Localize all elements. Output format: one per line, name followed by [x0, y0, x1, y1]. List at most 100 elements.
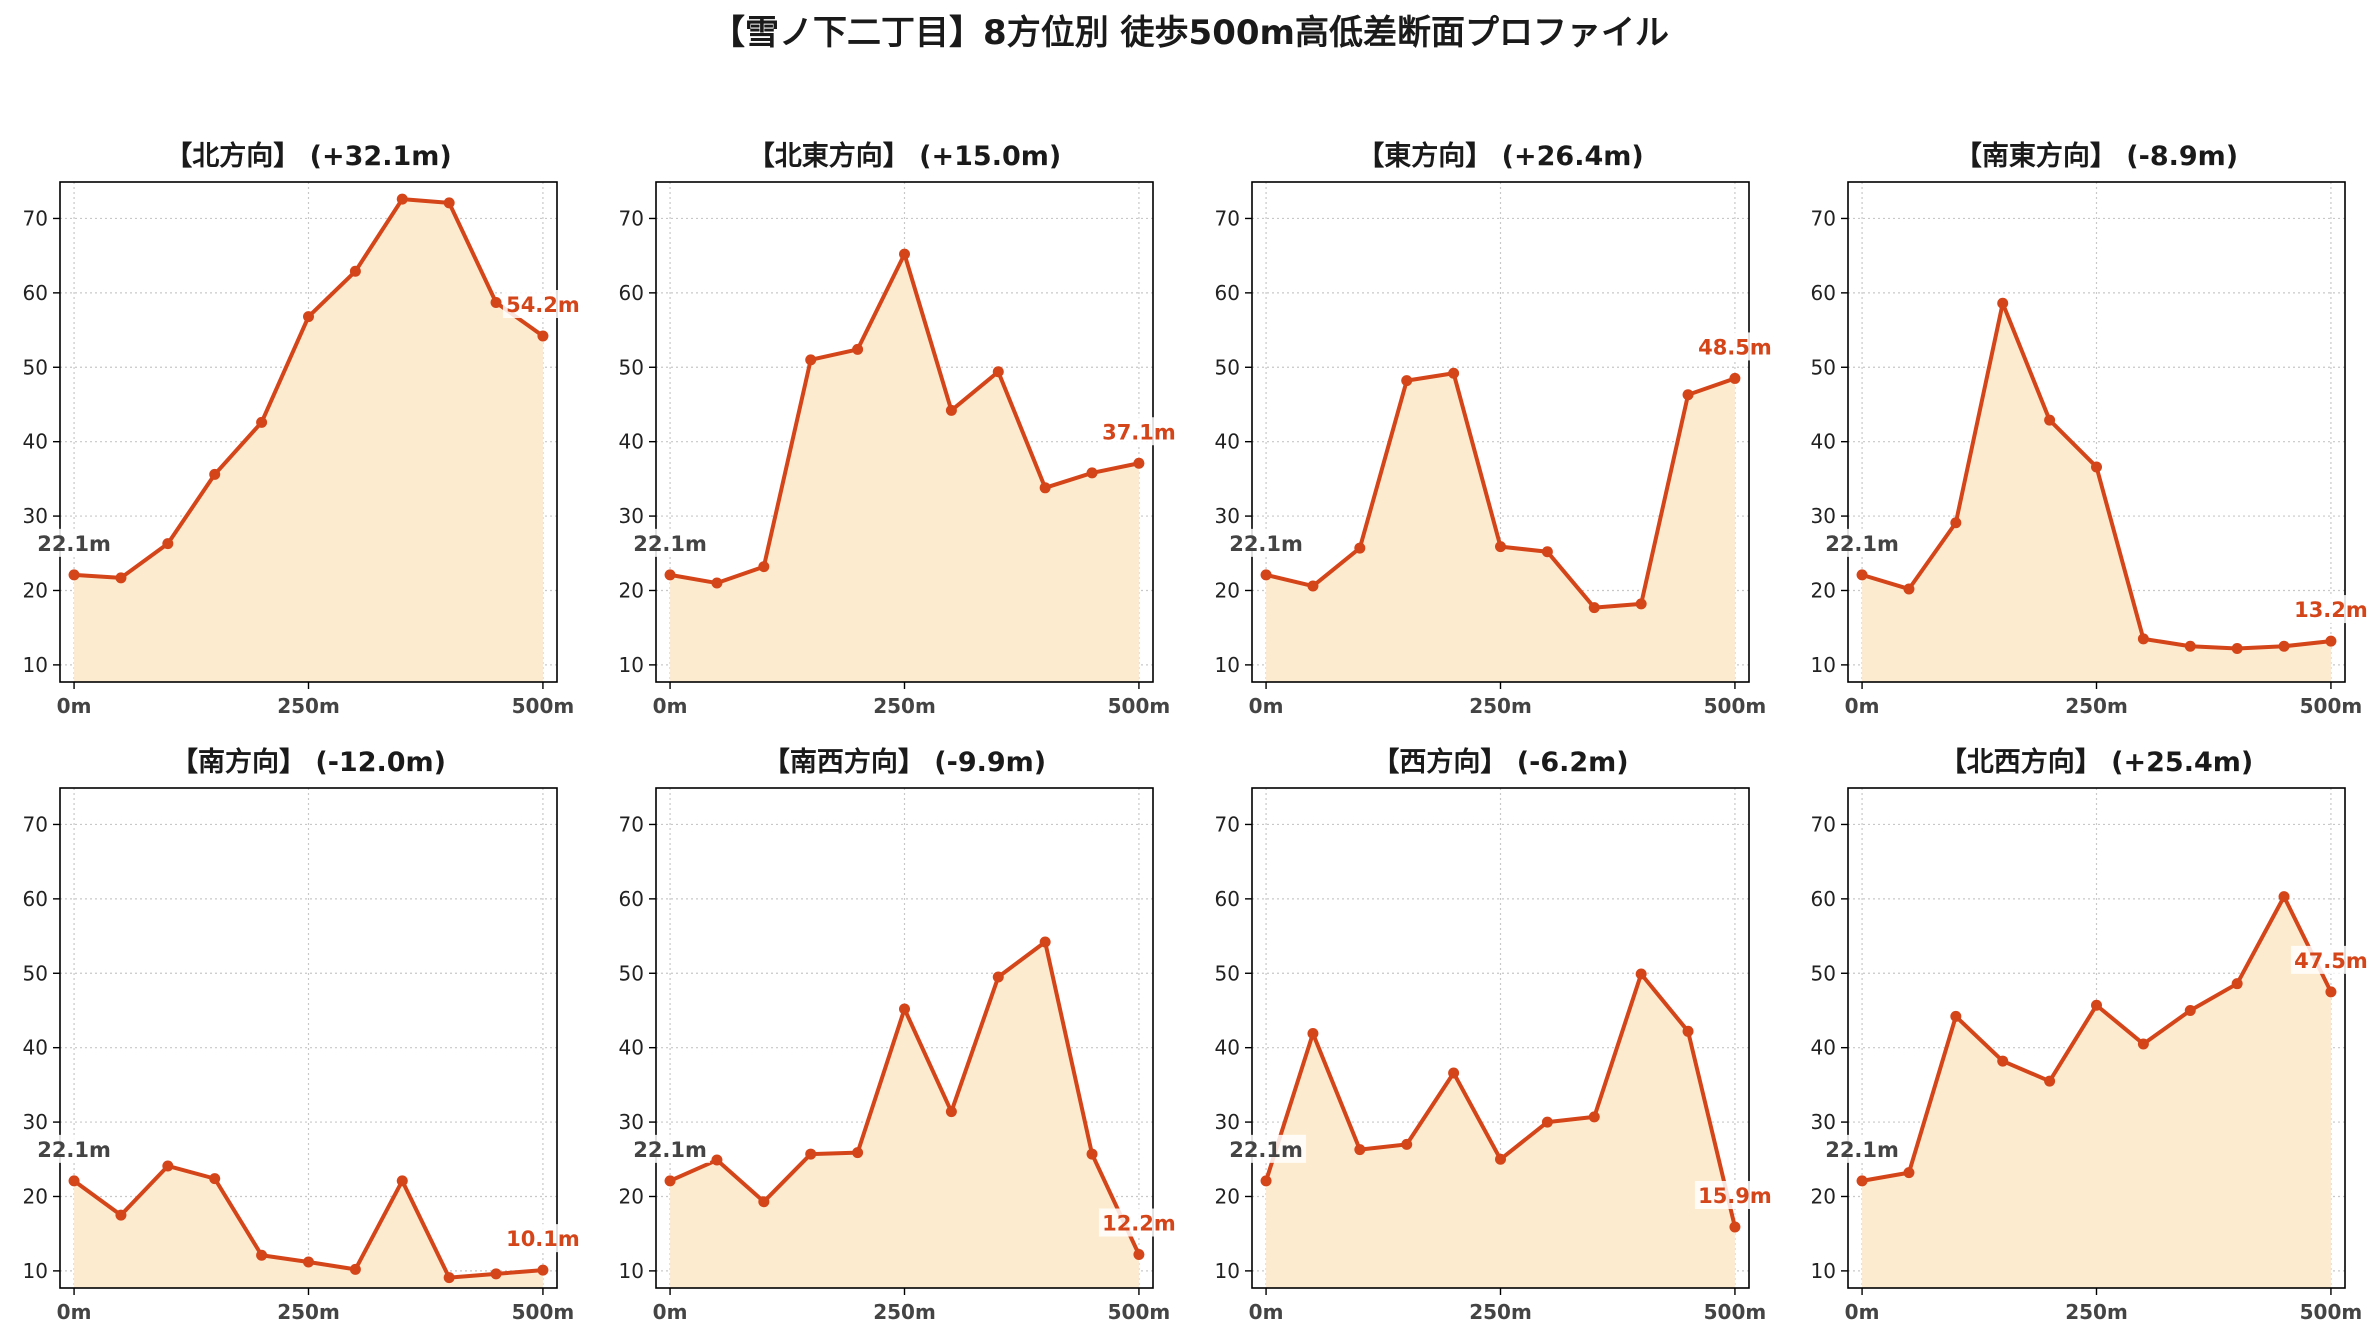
data-point: [2231, 978, 2243, 990]
end-label-box: [1694, 1180, 1775, 1209]
data-point: [1495, 541, 1506, 553]
y-tick-label: 30: [619, 504, 644, 528]
y-tick-label: 10: [619, 653, 644, 677]
data-point: [1635, 968, 1647, 980]
y-tick-label: 20: [1811, 1184, 1836, 1208]
data-point: [1039, 482, 1051, 494]
end-elevation-label: 47.5m: [2294, 949, 2368, 973]
y-tick-label: 30: [619, 1110, 644, 1134]
data-point: [1260, 1175, 1272, 1187]
subplot-2: 10 20 30 40 50 60 70 0m 250m 500m 【北東方向】 (+15.0m) 2…: [619, 140, 1179, 718]
start-elevation-label: 22.1m: [1825, 532, 1899, 556]
data-point: [490, 297, 502, 309]
start-elevation-label: 22.1m: [37, 1138, 111, 1162]
data-point: [664, 569, 676, 581]
start-label-box: [1226, 1134, 1307, 1163]
x-tick-label: 500m: [1704, 694, 1767, 718]
y-tick-label: 10: [1811, 653, 1836, 677]
subplot-7: 10 20 30 40 50 60 70 0m 250m 500m 【西方向】 (-6.2m) 22.…: [1215, 746, 1775, 1324]
data-point: [2325, 635, 2337, 647]
elevation-area: [1862, 303, 2331, 682]
y-tick-label: 20: [1215, 1184, 1240, 1208]
data-point: [1448, 367, 1460, 379]
start-elevation-label: 22.1m: [1825, 1138, 1899, 1162]
y-tick-label: 10: [1215, 653, 1240, 677]
y-tick-label: 20: [1811, 578, 1836, 602]
x-tick-label: 250m: [2065, 1300, 2128, 1324]
x-tick-label: 0m: [1249, 694, 1284, 718]
start-elevation-label: 22.1m: [1229, 532, 1303, 556]
subplot-1: 10 20 30 40 50 60 70 0m 250m 500m 【北方向】 (+32.1m) 22…: [23, 140, 583, 718]
data-point: [68, 1175, 80, 1187]
data-point: [852, 343, 864, 355]
data-point: [1541, 546, 1553, 558]
data-point: [1307, 580, 1319, 592]
data-point: [349, 1263, 361, 1275]
x-tick-label: 0m: [57, 694, 92, 718]
y-tick-label: 50: [23, 961, 48, 985]
data-point: [758, 561, 770, 573]
y-tick-label: 70: [1215, 812, 1240, 836]
y-tick-label: 60: [23, 281, 48, 305]
data-point: [396, 1175, 408, 1187]
data-point: [2231, 643, 2243, 655]
figure-title: 【雪ノ下二丁目】8方位別 徒歩500m高低差断面プロファイル: [711, 13, 1669, 53]
elevation-area: [1266, 373, 1735, 682]
data-point: [1086, 1148, 1098, 1160]
y-tick-label: 30: [1811, 504, 1836, 528]
data-point: [852, 1147, 864, 1159]
y-tick-label: 30: [1215, 504, 1240, 528]
y-tick-label: 50: [619, 961, 644, 985]
y-tick-label: 30: [1811, 1110, 1836, 1134]
x-tick-label: 500m: [2300, 694, 2363, 718]
y-tick-label: 40: [1811, 430, 1836, 454]
y-tick-label: 40: [619, 1036, 644, 1060]
data-point: [1856, 569, 1868, 581]
start-label-box: [1822, 1134, 1903, 1163]
y-tick-label: 60: [619, 281, 644, 305]
data-point: [805, 1148, 817, 1160]
data-point: [2137, 633, 2149, 645]
x-tick-label: 0m: [1249, 1300, 1284, 1324]
y-tick-label: 70: [619, 812, 644, 836]
subplot-title: 【南東方向】 (-8.9m): [1955, 140, 2238, 172]
x-tick-label: 250m: [2065, 694, 2128, 718]
end-label-box: [2290, 945, 2371, 974]
data-point: [162, 538, 174, 550]
end-elevation-label: 54.2m: [506, 293, 580, 317]
data-point: [115, 572, 127, 584]
elevation-area: [670, 942, 1139, 1288]
x-tick-label: 500m: [1704, 1300, 1767, 1324]
y-tick-label: 70: [619, 206, 644, 230]
subplot-5: 10 20 30 40 50 60 70 0m 250m 500m 【南方向】 (-12.0m) 22…: [23, 746, 583, 1324]
data-point: [1495, 1153, 1506, 1165]
data-point: [2325, 986, 2337, 998]
data-point: [1588, 602, 1600, 614]
data-point: [68, 569, 80, 581]
data-point: [945, 404, 957, 416]
end-elevation-label: 48.5m: [1698, 335, 1772, 359]
y-tick-label: 30: [23, 1110, 48, 1134]
data-point: [443, 1272, 455, 1284]
start-label-box: [1822, 528, 1903, 557]
end-label-box: [1098, 1208, 1179, 1237]
data-point: [1448, 1067, 1460, 1079]
y-tick-label: 60: [1215, 281, 1240, 305]
data-point: [1682, 389, 1694, 401]
y-tick-label: 60: [1215, 887, 1240, 911]
data-point: [396, 193, 408, 205]
y-tick-label: 20: [23, 1184, 48, 1208]
data-point: [1401, 375, 1413, 387]
x-tick-label: 500m: [512, 1300, 575, 1324]
y-tick-label: 70: [1215, 206, 1240, 230]
y-tick-label: 10: [23, 1259, 48, 1283]
x-tick-label: 250m: [277, 694, 340, 718]
data-point: [805, 354, 817, 366]
start-elevation-label: 22.1m: [37, 532, 111, 556]
elevation-area: [1266, 974, 1735, 1288]
data-point: [490, 1268, 502, 1280]
data-point: [209, 468, 221, 480]
data-point: [1039, 936, 1051, 948]
y-tick-label: 50: [1215, 961, 1240, 985]
